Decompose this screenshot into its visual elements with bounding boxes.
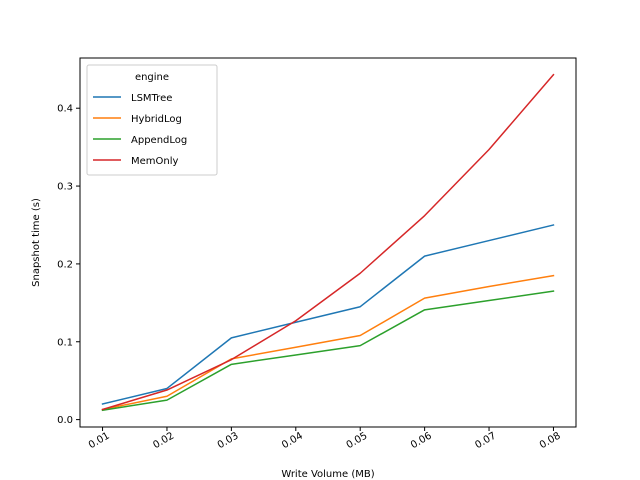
x-tick-label: 0.07 bbox=[473, 431, 498, 452]
legend-label-hybridlog: HybridLog bbox=[131, 114, 182, 125]
legend-label-lsmtree: LSMTree bbox=[131, 93, 172, 104]
y-tick-label: 0.1 bbox=[57, 337, 73, 348]
axes-frame bbox=[79, 57, 577, 428]
x-tick-label: 0.01 bbox=[87, 431, 112, 452]
series-lines bbox=[101, 73, 555, 412]
x-tick-label: 0.02 bbox=[151, 431, 176, 452]
x-tick-label: 0.05 bbox=[345, 431, 370, 452]
legend: engine LSMTree HybridLog AppendLog MemOnly bbox=[86, 64, 218, 176]
y-tick-label: 0.4 bbox=[57, 104, 73, 115]
y-tick-label: 0.3 bbox=[57, 182, 73, 193]
x-tick-label: 0.08 bbox=[538, 431, 563, 452]
legend-label-appendlog: AppendLog bbox=[131, 135, 187, 146]
y-tick-label: 0.2 bbox=[57, 259, 73, 270]
series-line-appendlog bbox=[101, 290, 555, 412]
x-axis: 0.01 0.02 0.03 0.04 0.05 0.06 0.07 0.08 bbox=[87, 427, 563, 451]
series-line-hybridlog bbox=[101, 274, 555, 411]
legend-label-memonly: MemOnly bbox=[131, 156, 179, 167]
y-axis: 0.0 0.1 0.2 0.3 0.4 bbox=[57, 104, 80, 426]
series-line-lsmtree bbox=[101, 224, 555, 405]
legend-items: LSMTree HybridLog AppendLog MemOnly bbox=[93, 93, 187, 167]
x-tick-label: 0.06 bbox=[409, 431, 434, 452]
legend-box bbox=[86, 64, 218, 176]
y-axis-label: Snapshot time (s) bbox=[31, 198, 42, 287]
x-tick-label: 0.04 bbox=[280, 431, 305, 452]
x-axis-label: Write Volume (MB) bbox=[281, 469, 374, 480]
x-tick-label: 0.03 bbox=[216, 431, 241, 452]
series-line-memonly bbox=[101, 73, 555, 411]
y-tick-label: 0.0 bbox=[57, 415, 73, 426]
legend-title: engine bbox=[135, 72, 169, 83]
